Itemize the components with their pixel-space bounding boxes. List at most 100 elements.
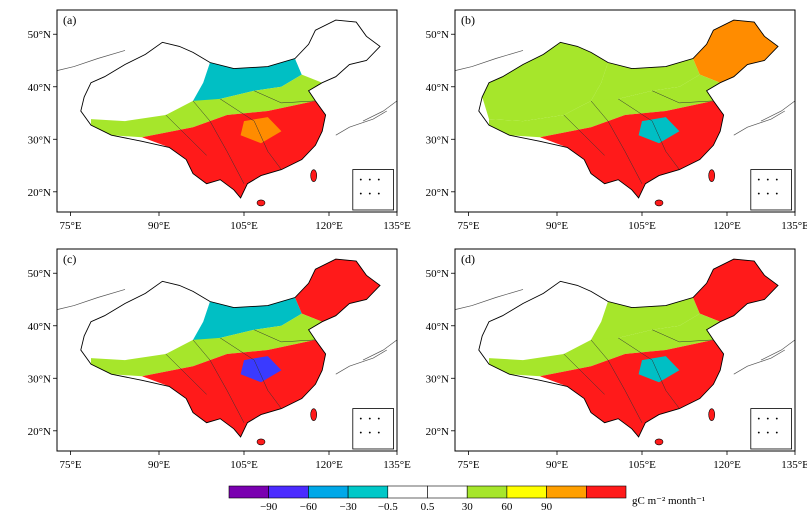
lon-tick-label: 105°E <box>628 459 656 471</box>
colorbar-label: 90 <box>541 501 553 513</box>
coast-line <box>362 100 398 122</box>
colorbar-swatch <box>347 485 389 499</box>
colorbar-swatch <box>387 485 428 499</box>
lon-tick-label: 105°E <box>230 220 258 232</box>
lon-tick-label: 135°E <box>781 459 807 471</box>
panel-label: (b) <box>461 13 475 27</box>
province-line <box>192 100 245 184</box>
province-line <box>563 353 605 395</box>
region-west <box>482 42 608 122</box>
island-hainan <box>256 438 266 446</box>
province-line <box>618 337 680 409</box>
country-outline <box>478 258 779 438</box>
coast-line <box>760 100 796 122</box>
coast-line <box>733 349 785 375</box>
region-mid <box>91 74 323 138</box>
inset-island <box>766 431 769 434</box>
colorbar-label: 60 <box>501 501 513 513</box>
panel-label: (d) <box>461 252 475 266</box>
colorbar-label: −30 <box>339 501 357 513</box>
map-panel-4: (d) 75°E 90°E 105°E 120°E 135°E 50°N 40°N 30°N 20… <box>426 248 807 471</box>
colorbar-label: 0.5 <box>421 501 435 513</box>
colorbar-swatch <box>506 485 547 499</box>
region-west <box>84 281 210 361</box>
inset-island <box>766 417 769 420</box>
colorbar-swatch <box>466 485 508 499</box>
border-line <box>56 50 126 71</box>
panel-frame <box>454 9 796 213</box>
panel-frame <box>56 9 398 213</box>
lon-tick-label: 90°E <box>148 459 170 471</box>
border-line <box>454 289 524 310</box>
province-line <box>590 339 643 423</box>
coast-line <box>362 339 398 361</box>
region-mid <box>91 313 323 377</box>
panel-frame <box>56 248 398 452</box>
region-south <box>540 339 724 437</box>
province-line <box>254 329 316 343</box>
inset-box <box>750 169 792 211</box>
inset-island <box>359 192 362 195</box>
province-line <box>192 339 245 423</box>
border-line <box>56 289 126 310</box>
lon-tick-label: 75°E <box>60 459 82 471</box>
province-line <box>652 329 714 343</box>
region-north <box>193 297 302 342</box>
island-hainan <box>654 199 664 207</box>
lat-tick-label: 50°N <box>28 268 51 280</box>
coast-line <box>733 110 785 136</box>
region-patch <box>240 356 282 383</box>
inset-island <box>775 431 778 434</box>
region-south <box>540 100 724 198</box>
lat-tick-label: 30°N <box>426 134 449 146</box>
province-line <box>618 98 680 170</box>
province-line <box>563 114 605 156</box>
coast-line <box>335 110 387 136</box>
island-taiwan <box>708 169 716 182</box>
colorbar-label: 30 <box>462 501 474 513</box>
lat-tick-label: 40°N <box>426 321 449 333</box>
region-patch <box>240 117 282 144</box>
lat-tick-label: 30°N <box>426 373 449 385</box>
coast-line <box>760 339 796 361</box>
province-line <box>165 114 207 156</box>
lon-tick-label: 120°E <box>315 459 343 471</box>
region-west <box>84 42 210 122</box>
region-north <box>591 58 700 103</box>
inset-island <box>359 178 362 181</box>
inset-box <box>352 169 394 211</box>
lon-tick-label: 135°E <box>781 220 807 232</box>
inset-island <box>766 178 769 181</box>
lon-tick-label: 120°E <box>713 220 741 232</box>
colorbar-label: −60 <box>300 501 318 513</box>
panel-label: (a) <box>63 13 76 27</box>
colorbar-swatch <box>546 485 587 499</box>
lat-tick-label: 40°N <box>426 82 449 94</box>
colorbar-label: −0.5 <box>378 501 398 513</box>
island-taiwan <box>310 408 318 421</box>
map-panel-2: (b) 75°E 90°E 105°E 120°E 135°E 50°N 40°N 30°N 20… <box>426 9 807 232</box>
colorbar-swatch <box>308 485 349 499</box>
lat-tick-label: 20°N <box>426 187 449 199</box>
region-south <box>142 100 326 198</box>
map-panel-3: (c) 75°E 90°E 105°E 120°E 135°E 50°N 40°N 30°N 20… <box>28 248 411 471</box>
region-mid <box>489 313 721 377</box>
colorbar-swatch <box>268 485 309 499</box>
island-hainan <box>256 199 266 207</box>
inset-island <box>757 431 760 434</box>
lon-tick-label: 135°E <box>383 220 411 232</box>
lat-tick-label: 30°N <box>28 373 51 385</box>
lat-tick-label: 20°N <box>28 187 51 199</box>
lat-tick-label: 50°N <box>426 268 449 280</box>
colorbar-swatch <box>585 485 627 499</box>
inset-island <box>368 417 371 420</box>
colorbar: −90 −60 −30 −0.5 0.5 30 60 90 gC m⁻² month⁻¹ <box>228 485 705 513</box>
panel-frame <box>454 248 796 452</box>
lon-tick-label: 75°E <box>458 220 480 232</box>
region-ne <box>295 20 380 83</box>
inset-island <box>368 431 371 434</box>
inset-island <box>377 431 380 434</box>
inset-island <box>757 192 760 195</box>
lon-tick-label: 90°E <box>546 220 568 232</box>
